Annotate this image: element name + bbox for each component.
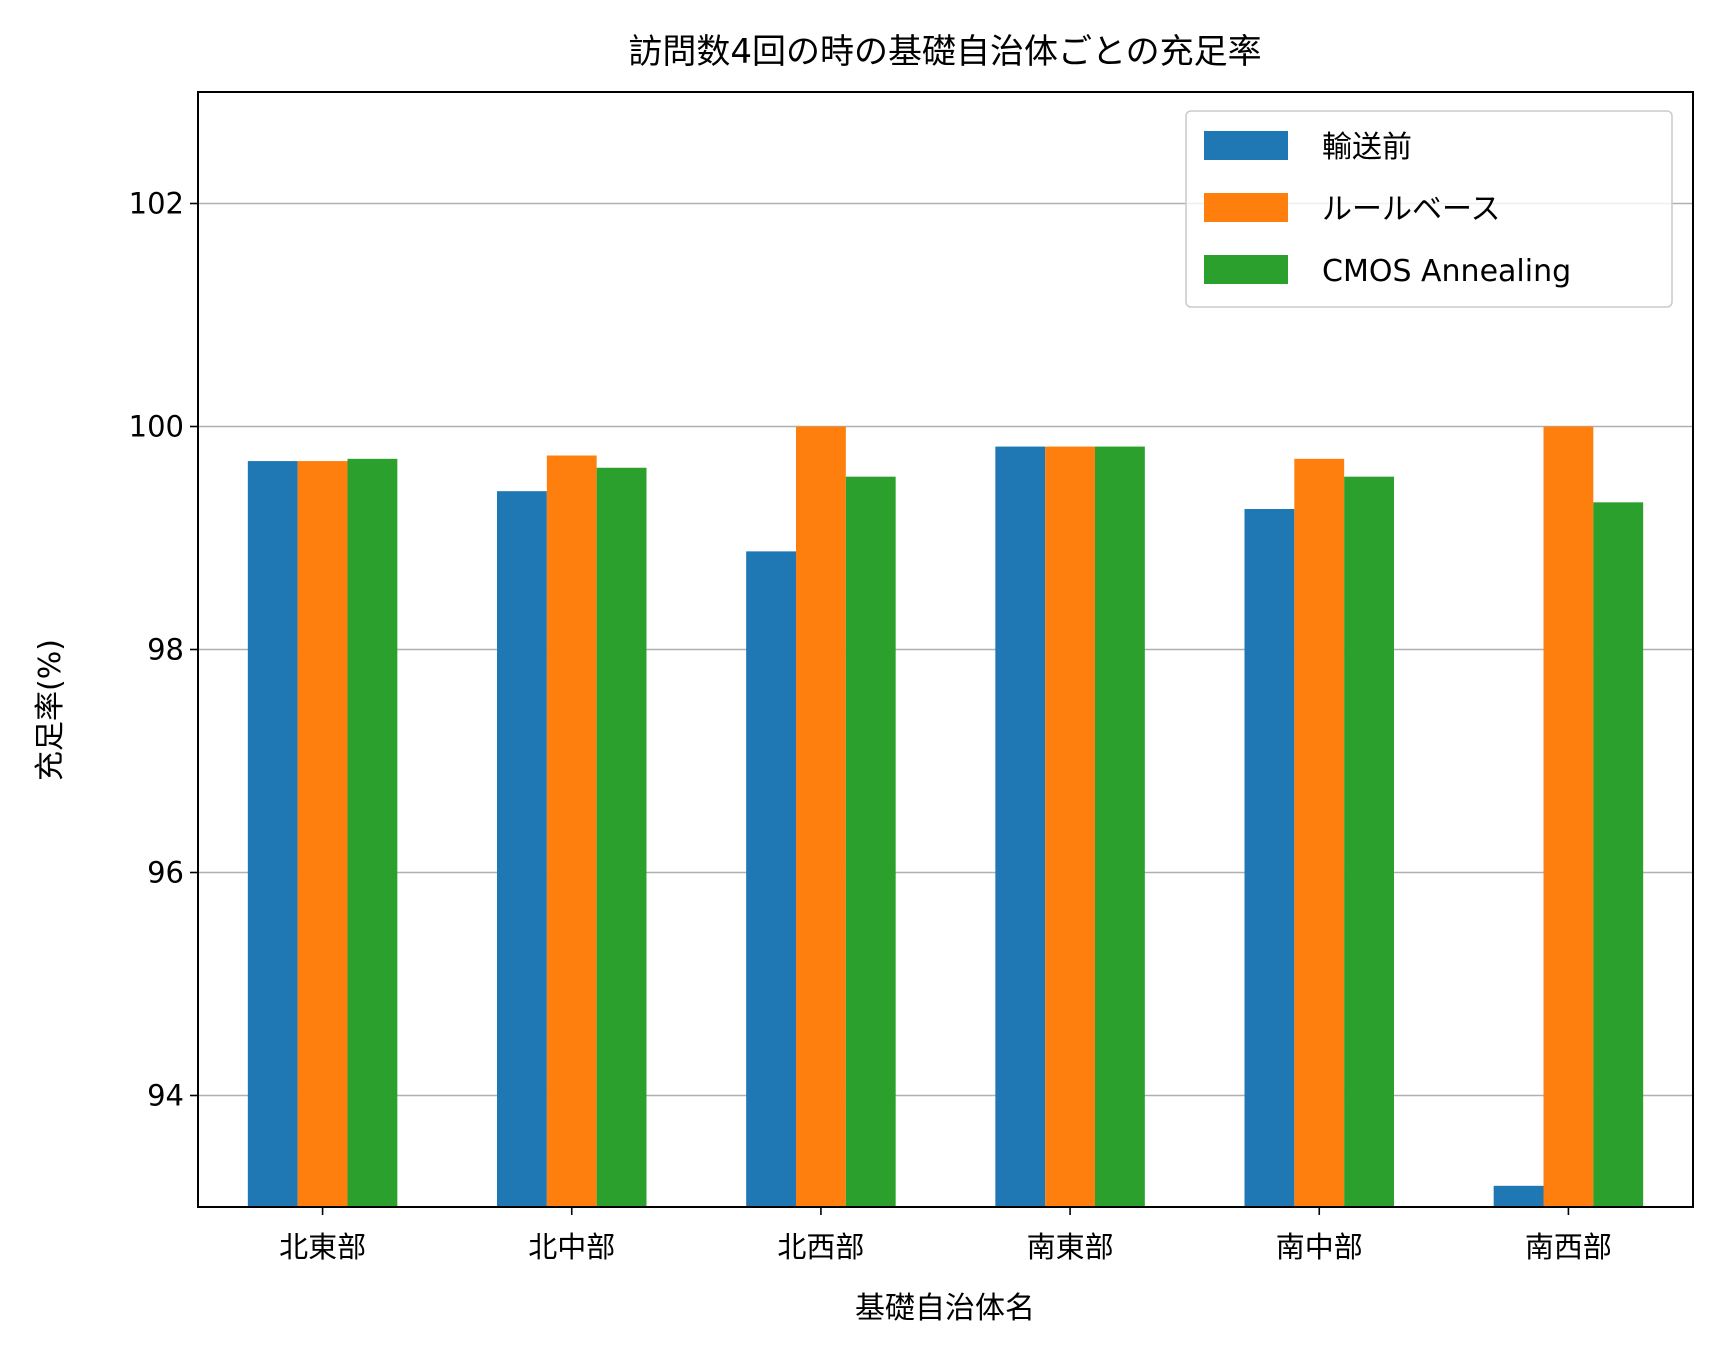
y-axis-ticks: 94 96 98 100 102 [129, 187, 198, 1113]
bar [1294, 458, 1345, 1208]
bar [796, 426, 846, 1207]
bar [596, 467, 647, 1207]
x-tick-label: 南中部 [1276, 1230, 1363, 1264]
bar [297, 461, 348, 1207]
legend-swatch [1204, 255, 1288, 284]
bar [1095, 446, 1145, 1207]
x-tick-label: 北東部 [279, 1230, 366, 1264]
chart-title: 訪問数4回の時の基礎自治体ごとの充足率 [628, 32, 1261, 72]
bar [546, 455, 597, 1207]
legend-swatch [1204, 131, 1288, 160]
bar [1593, 502, 1644, 1207]
y-tick-label: 98 [147, 633, 184, 667]
y-tick-label: 100 [129, 410, 184, 444]
bar [1244, 509, 1295, 1207]
bar [1543, 426, 1594, 1207]
bars [247, 426, 1644, 1208]
legend-swatch [1204, 193, 1288, 222]
bar [1493, 1185, 1544, 1207]
grid-lines [198, 202, 1693, 1097]
bar [497, 491, 547, 1207]
y-axis-label: 充足率(%) [33, 639, 68, 781]
bar [1344, 476, 1394, 1207]
x-tick-label: 南東部 [1027, 1230, 1114, 1264]
x-axis-ticks: 北東部 北中部 北西部 南東部 南中部 南西部 [279, 1207, 1612, 1264]
x-tick-label: 北西部 [777, 1230, 864, 1264]
bar [746, 551, 796, 1207]
bar [995, 446, 1046, 1207]
bar [247, 461, 298, 1207]
legend-label: ルールベース [1322, 192, 1501, 227]
y-tick-label: 94 [147, 1079, 184, 1113]
x-axis-label: 基礎自治体名 [855, 1291, 1035, 1326]
bar [347, 458, 398, 1208]
legend-frame [1185, 110, 1673, 308]
bar [1045, 446, 1095, 1207]
x-tick-label: 北中部 [528, 1230, 615, 1264]
bar [845, 476, 896, 1207]
y-tick-label: 96 [147, 856, 184, 890]
y-tick-label: 102 [129, 187, 184, 221]
legend-label: CMOS Annealing [1322, 254, 1571, 289]
x-tick-label: 南西部 [1525, 1230, 1612, 1264]
legend-label: 輸送前 [1322, 130, 1412, 165]
